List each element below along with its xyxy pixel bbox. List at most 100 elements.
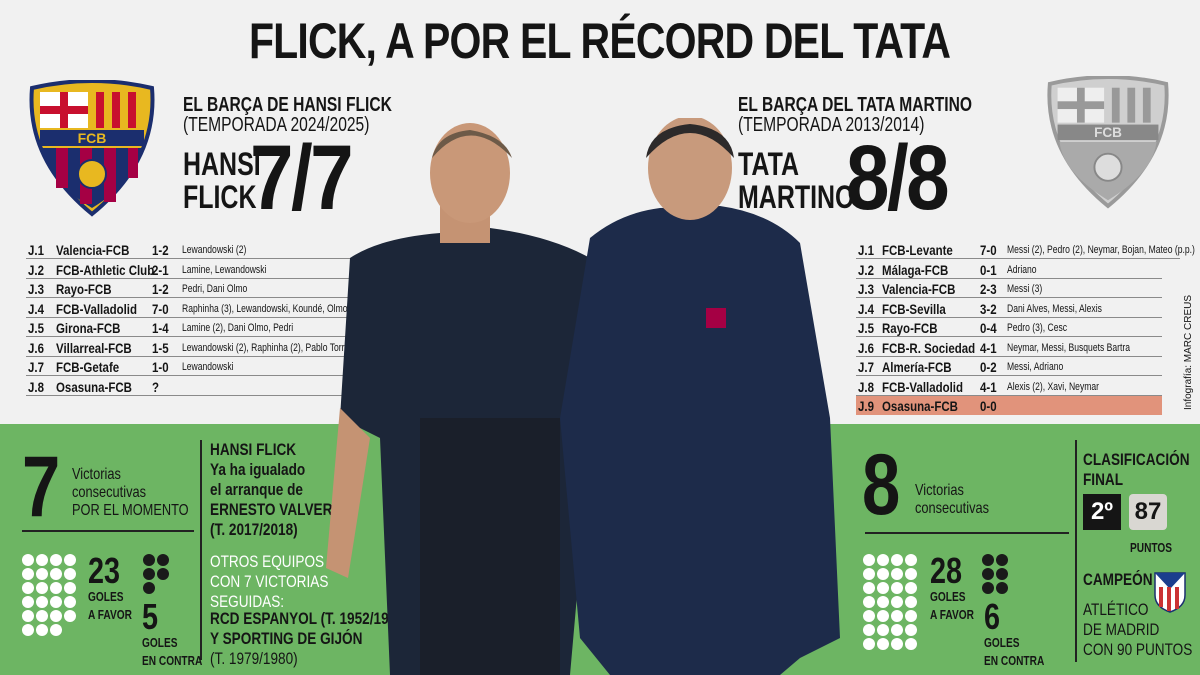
goal-dot	[36, 568, 48, 580]
match: Osasuna-FCB	[882, 398, 958, 414]
scorers: Messi (2), Pedro (2), Neymar, Bojan, Mat…	[1007, 244, 1195, 256]
result-row: J.5 Rayo-FCB 0-4 Pedro (3), Cesc	[856, 318, 1162, 337]
scorers: Lamine, Lewandowski	[182, 263, 267, 276]
scorers: Messi, Adriano	[1007, 361, 1064, 373]
result-row: J.2 FCB-Athletic Club 2-1 Lamine, Lewandows…	[26, 260, 354, 279]
scorers: Dani Alves, Messi, Alexis	[1007, 302, 1102, 315]
result-row: J.3 Rayo-FCB 1-2 Pedri, Dani Olmo	[26, 279, 354, 298]
final-standing-label: CLASIFICACIÓN FINAL	[1083, 450, 1190, 489]
match: Valencia-FCB	[882, 281, 956, 297]
atletico-crest-icon	[1154, 572, 1186, 613]
martino-goals-against: 6 GOLES EN CONTRA	[984, 596, 1045, 668]
goal-dot	[143, 582, 155, 594]
score: 4-1	[980, 339, 997, 356]
goal-dot	[905, 568, 917, 580]
score: 3-2	[980, 300, 997, 317]
goal-dot	[982, 582, 994, 594]
points-label: PUNTOS	[1130, 540, 1173, 555]
round: J.3	[858, 281, 874, 297]
goal-dot	[143, 568, 155, 580]
match: FCB-Athletic Club	[56, 261, 155, 278]
goal-dot	[877, 638, 889, 650]
goal-dot	[863, 568, 875, 580]
goal-dot	[36, 554, 48, 566]
goal-dot	[863, 638, 875, 650]
martino-goals-for-dots	[863, 554, 917, 650]
goal-dot	[891, 596, 903, 608]
match: Osasuna-FCB	[56, 378, 132, 395]
round: J.4	[28, 300, 44, 317]
svg-text:FCB: FCB	[1094, 125, 1122, 140]
goal-dot	[877, 610, 889, 622]
result-row: J.4 FCB-Valladolid 7-0 Raphinha (3), Lewand…	[26, 299, 378, 318]
position-badge: 2º	[1083, 494, 1121, 530]
round: J.5	[858, 320, 874, 336]
scorers: Pedri, Dani Olmo	[182, 283, 248, 295]
match: FCB-R. Sociedad	[882, 339, 976, 356]
goal-dot	[863, 624, 875, 636]
goal-dot	[891, 568, 903, 580]
result-row: J.7 Almería-FCB 0-2 Messi, Adriano	[856, 357, 1162, 376]
score: 1-4	[152, 320, 169, 336]
goal-dot	[905, 582, 917, 594]
result-row: J.6 Villarreal-FCB 1-5 Lewandowski (2), Rap…	[26, 338, 354, 357]
goal-dot	[50, 568, 62, 580]
goal-dot	[22, 610, 34, 622]
divider	[22, 530, 194, 532]
goal-dot	[22, 554, 34, 566]
round: J.7	[28, 359, 44, 375]
page-title: FLICK, A POR EL RÉCORD DEL TATA	[249, 13, 951, 69]
goal-dot	[996, 554, 1008, 566]
svg-text:FCB: FCB	[78, 130, 107, 146]
goal-dot	[877, 568, 889, 580]
goal-dot	[36, 610, 48, 622]
scorers: Adriano	[1007, 263, 1037, 276]
match: Málaga-FCB	[882, 261, 949, 278]
match: Rayo-FCB	[56, 281, 112, 297]
score: ?	[152, 378, 160, 395]
round: J.8	[858, 378, 874, 395]
score: 4-1	[980, 378, 997, 395]
goal-dot	[891, 582, 903, 594]
goal-dot	[877, 624, 889, 636]
goal-dot	[982, 554, 994, 566]
round: J.2	[858, 261, 874, 278]
flick-heading: EL BARÇA DE HANSI FLICK (TEMPORADA 2024/2…	[183, 94, 392, 136]
martino-goals-against-dots	[982, 554, 1008, 594]
goal-dot	[863, 610, 875, 622]
goal-dot	[64, 568, 76, 580]
coaches-photo	[326, 118, 840, 675]
scorers: Lamine (2), Dani Olmo, Pedri	[182, 322, 294, 334]
match: FCB-Valladolid	[882, 378, 964, 395]
goal-dot	[50, 582, 62, 594]
scorers: Pedro (3), Cesc	[1007, 322, 1068, 334]
match: FCB-Levante	[882, 242, 953, 258]
scorers: Raphinha (3), Lewandowski, Koundé, Olmo,…	[182, 302, 378, 315]
champion-label: CAMPEÓN	[1083, 570, 1153, 589]
result-row: J.5 Girona-FCB 1-4 Lamine (2), Dani Olmo, P…	[26, 318, 354, 337]
martino-results-table: J.1 FCB-Levante 7-0 Messi (2), Pedro (2), N…	[856, 240, 1195, 420]
scorers: Neymar, Messi, Busquets Bartra	[1007, 341, 1131, 354]
match: Almería-FCB	[882, 359, 952, 375]
divider	[1075, 440, 1077, 662]
round: J.6	[858, 339, 874, 356]
score: 0-1	[980, 261, 997, 278]
goal-dot	[36, 582, 48, 594]
scorers: Lewandowski	[182, 361, 234, 373]
result-row: J.4 FCB-Sevilla 3-2 Dani Alves, Messi, Alex…	[856, 299, 1162, 318]
champion-name: ATLÉTICO DE MADRID CON 90 PUNTOS	[1083, 600, 1193, 659]
result-row: J.1 Valencia-FCB 1-2 Lewandowski (2)	[26, 240, 374, 259]
goal-dot	[863, 596, 875, 608]
goal-dot	[863, 582, 875, 594]
flick-goals-against: 5 GOLES EN CONTRA	[142, 596, 203, 668]
round: J.1	[28, 242, 44, 258]
goal-dot	[64, 554, 76, 566]
goal-dot	[891, 638, 903, 650]
martino-record: 8/8	[846, 127, 950, 229]
score: 0-4	[980, 320, 997, 336]
flick-name: HANSI FLICK	[183, 146, 261, 215]
goal-dot	[982, 568, 994, 580]
goal-dot	[64, 610, 76, 622]
round: J.5	[28, 320, 44, 336]
goal-dot	[50, 596, 62, 608]
